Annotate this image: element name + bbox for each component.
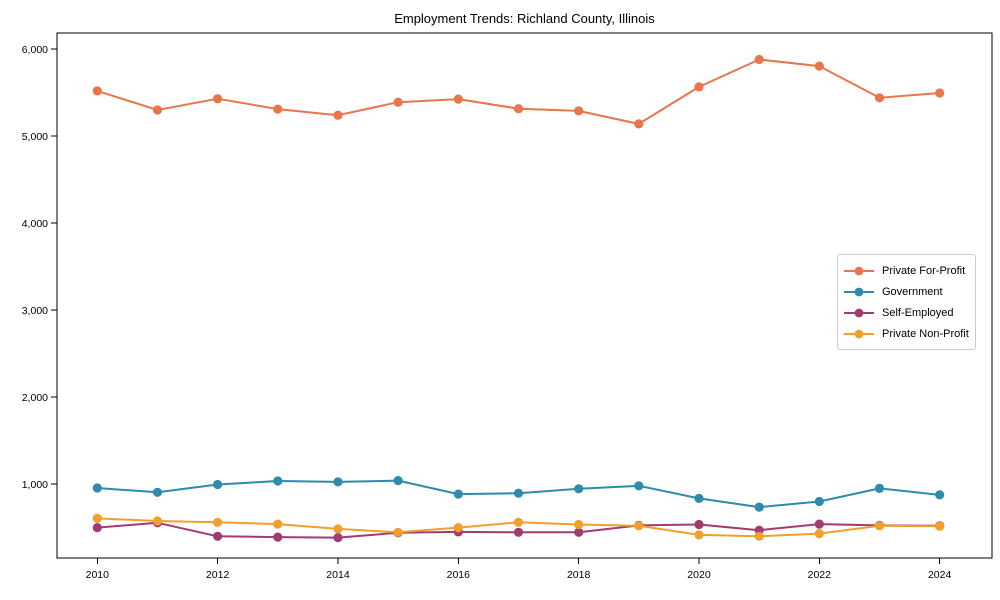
- data-point-self-employed-2012: [213, 531, 223, 541]
- data-point-private-for-profit-2018: [574, 106, 584, 116]
- data-point-government-2013: [273, 476, 283, 486]
- data-point-private-for-profit-2023: [874, 93, 885, 103]
- data-point-private-non-profit-2023: [874, 521, 885, 531]
- data-point-private-for-profit-2012: [213, 94, 223, 104]
- data-point-private-non-profit-2020: [694, 530, 704, 540]
- x-tick-label: 2018: [567, 569, 591, 581]
- y-tick-label: 2,000: [22, 392, 48, 404]
- data-point-self-employed-2022: [814, 519, 824, 529]
- data-point-private-non-profit-2012: [213, 517, 223, 527]
- y-tick-label: 5,000: [22, 131, 48, 143]
- data-point-government-2022: [814, 496, 824, 507]
- data-point-private-for-profit-2017: [513, 104, 524, 114]
- data-point-private-non-profit-2017: [513, 517, 524, 527]
- legend-item-private-non-profit: Private Non-Profit: [844, 323, 971, 344]
- data-point-self-employed-2018: [574, 527, 584, 537]
- data-point-private-non-profit-2021: [754, 531, 764, 541]
- data-point-government-2016: [453, 489, 463, 499]
- data-point-private-for-profit-2020: [694, 82, 704, 92]
- y-tick-label: 1,000: [22, 479, 48, 491]
- legend-label: Private Non-Profit: [882, 327, 969, 340]
- data-point-government-2014: [333, 477, 343, 487]
- legend-item-private-for-profit: Private For-Profit: [844, 260, 971, 281]
- chart-legend: Private For-Profit Government Self-Employe…: [837, 254, 976, 350]
- data-point-private-for-profit-2015: [393, 97, 403, 107]
- data-point-government-2023: [874, 483, 885, 493]
- data-point-private-non-profit-2024: [935, 521, 945, 531]
- legend-label: Self-Employed: [882, 306, 954, 319]
- data-point-government-2012: [213, 479, 223, 490]
- legend-marker-private-non-profit-icon: [844, 329, 874, 338]
- data-point-private-non-profit-2013: [273, 519, 283, 529]
- data-point-self-employed-2010: [92, 523, 102, 533]
- data-point-government-2021: [754, 502, 764, 512]
- data-point-government-2011: [152, 487, 163, 497]
- data-point-private-for-profit-2024: [935, 88, 945, 98]
- chart-title: Employment Trends: Richland County, Illi…: [394, 11, 655, 26]
- series-line-private-for-profit: [96, 58, 941, 125]
- data-point-private-for-profit-2010: [92, 86, 102, 96]
- data-point-private-non-profit-2011: [152, 516, 163, 526]
- legend-label: Government: [882, 285, 943, 298]
- data-point-private-non-profit-2022: [814, 529, 824, 539]
- data-point-government-2020: [694, 493, 704, 503]
- data-point-private-non-profit-2015: [393, 527, 403, 537]
- data-point-government-2019: [634, 481, 644, 491]
- y-tick-label: 3,000: [22, 305, 48, 317]
- x-tick-label: 2020: [687, 569, 711, 581]
- data-point-private-non-profit-2010: [92, 513, 102, 524]
- data-point-private-for-profit-2014: [333, 110, 343, 120]
- y-tick-label: 4,000: [22, 218, 48, 230]
- data-point-self-employed-2017: [513, 527, 524, 537]
- legend-marker-private-for-profit-icon: [844, 266, 874, 275]
- data-point-private-non-profit-2018: [574, 519, 584, 530]
- data-point-private-for-profit-2019: [634, 119, 644, 129]
- data-point-private-non-profit-2016: [453, 523, 463, 533]
- data-point-private-for-profit-2021: [754, 54, 764, 65]
- data-point-private-for-profit-2016: [453, 94, 463, 104]
- y-tick-label: 6,000: [22, 44, 48, 56]
- data-point-self-employed-2013: [273, 532, 283, 542]
- legend-item-self-employed: Self-Employed: [844, 302, 971, 323]
- data-point-private-for-profit-2013: [273, 104, 283, 114]
- data-point-self-employed-2014: [333, 533, 343, 543]
- x-tick-label: 2012: [206, 569, 230, 581]
- data-point-government-2010: [92, 483, 102, 493]
- data-point-government-2015: [393, 476, 403, 486]
- plot-border: [56, 32, 993, 559]
- legend-marker-self-employed-icon: [844, 308, 874, 317]
- data-point-self-employed-2020: [694, 519, 704, 530]
- legend-item-government: Government: [844, 281, 971, 302]
- data-point-government-2017: [513, 488, 524, 498]
- x-tick-label: 2014: [326, 569, 350, 581]
- x-tick-label: 2022: [808, 569, 832, 581]
- data-point-private-non-profit-2019: [634, 521, 644, 531]
- legend-label: Private For-Profit: [882, 264, 966, 277]
- data-point-government-2024: [935, 490, 945, 500]
- x-tick-label: 2024: [928, 569, 952, 581]
- data-point-private-for-profit-2022: [814, 61, 824, 71]
- data-point-private-for-profit-2011: [152, 105, 163, 115]
- data-point-private-non-profit-2014: [333, 524, 343, 534]
- data-point-government-2018: [574, 484, 584, 494]
- x-tick-label: 2016: [447, 569, 471, 581]
- legend-marker-government-icon: [844, 287, 874, 296]
- x-tick-label: 2010: [86, 569, 110, 581]
